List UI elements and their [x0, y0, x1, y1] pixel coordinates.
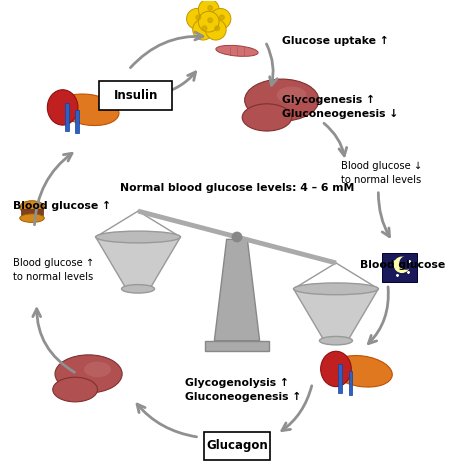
- Text: Insulin: Insulin: [113, 89, 158, 102]
- FancyArrowPatch shape: [155, 72, 196, 95]
- Ellipse shape: [216, 46, 258, 56]
- FancyBboxPatch shape: [99, 82, 173, 110]
- Ellipse shape: [277, 86, 307, 104]
- Circle shape: [232, 232, 242, 242]
- Ellipse shape: [55, 355, 122, 393]
- Circle shape: [210, 9, 231, 29]
- FancyBboxPatch shape: [382, 254, 417, 282]
- Polygon shape: [96, 237, 181, 289]
- Text: Blood glucose: Blood glucose: [359, 260, 445, 270]
- Circle shape: [198, 11, 219, 32]
- Ellipse shape: [53, 377, 98, 402]
- Ellipse shape: [245, 79, 319, 121]
- Circle shape: [208, 6, 212, 10]
- Ellipse shape: [47, 90, 78, 125]
- Circle shape: [400, 257, 412, 269]
- FancyArrowPatch shape: [33, 309, 74, 372]
- FancyArrowPatch shape: [282, 386, 312, 430]
- Circle shape: [219, 15, 224, 20]
- Circle shape: [198, 0, 219, 20]
- Ellipse shape: [320, 351, 351, 387]
- Ellipse shape: [20, 201, 44, 214]
- Text: Glycogenolysis ↑
Gluconeogenesis ↑: Glycogenolysis ↑ Gluconeogenesis ↑: [185, 378, 301, 402]
- Ellipse shape: [121, 284, 155, 293]
- FancyArrowPatch shape: [324, 123, 346, 156]
- Circle shape: [187, 9, 207, 29]
- Text: Glycogenesis ↑
Gluconeogenesis ↓: Glycogenesis ↑ Gluconeogenesis ↓: [282, 95, 398, 119]
- Bar: [75, 110, 79, 133]
- Ellipse shape: [84, 362, 111, 377]
- FancyBboxPatch shape: [205, 341, 269, 351]
- Text: Normal blood glucose levels: 4 – 6 mM: Normal blood glucose levels: 4 – 6 mM: [120, 183, 354, 193]
- FancyArrowPatch shape: [368, 287, 388, 344]
- FancyArrowPatch shape: [378, 192, 390, 237]
- Ellipse shape: [242, 104, 292, 131]
- Circle shape: [205, 19, 226, 40]
- Circle shape: [215, 26, 219, 31]
- Ellipse shape: [319, 337, 353, 345]
- FancyArrowPatch shape: [130, 32, 203, 68]
- Polygon shape: [293, 289, 378, 341]
- Circle shape: [208, 18, 212, 23]
- Circle shape: [193, 19, 213, 40]
- Ellipse shape: [331, 356, 392, 387]
- Ellipse shape: [58, 94, 119, 126]
- Polygon shape: [214, 239, 260, 341]
- FancyArrowPatch shape: [35, 153, 72, 225]
- Ellipse shape: [96, 231, 181, 243]
- Bar: [65, 103, 69, 131]
- Text: Blood glucose ↑
to normal levels: Blood glucose ↑ to normal levels: [13, 258, 94, 282]
- Ellipse shape: [293, 283, 378, 295]
- Circle shape: [196, 15, 201, 20]
- Text: Glucagon: Glucagon: [206, 439, 268, 452]
- Bar: [338, 364, 342, 392]
- Bar: [349, 371, 353, 395]
- FancyBboxPatch shape: [203, 432, 271, 460]
- Circle shape: [202, 26, 207, 31]
- FancyArrowPatch shape: [266, 44, 277, 85]
- Bar: [21, 209, 43, 215]
- Ellipse shape: [20, 214, 44, 222]
- Circle shape: [394, 257, 410, 273]
- Text: Blood glucose ↓
to normal levels: Blood glucose ↓ to normal levels: [341, 161, 422, 185]
- Text: Glucose uptake ↑: Glucose uptake ↑: [282, 36, 389, 46]
- FancyArrowPatch shape: [137, 404, 197, 437]
- Text: Blood glucose ↑: Blood glucose ↑: [13, 201, 111, 211]
